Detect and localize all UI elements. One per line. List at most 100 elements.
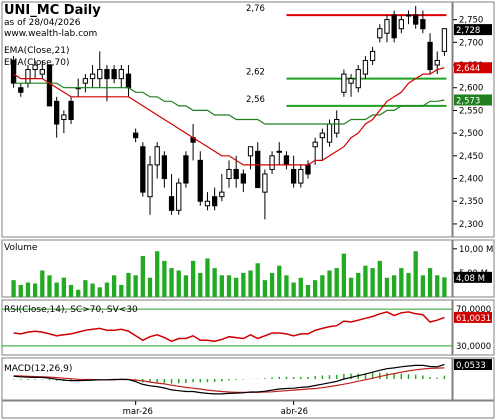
candle-body — [398, 19, 404, 30]
ema-slow-label: EMA(Close,70) — [4, 58, 70, 68]
rsi-ytick-label: 70,0000 — [456, 305, 491, 315]
candle-body — [46, 64, 53, 107]
candle-body — [176, 182, 182, 211]
volume-bar — [255, 263, 260, 297]
candle-body — [211, 196, 218, 207]
rsi-series — [2, 308, 452, 347]
macd-series — [12, 363, 446, 395]
volume-bar — [377, 260, 382, 297]
volume-bar — [126, 272, 131, 297]
as-of-date: as of 28/04/2026 — [4, 18, 81, 28]
price-ytick-label: 2,750 — [459, 16, 483, 26]
ema-fast-line — [13, 67, 445, 166]
candle-body — [369, 50, 376, 61]
rsi-pane-label: RSI(Close,14), SC>70, SV<30 — [4, 305, 138, 315]
candle-body — [405, 14, 412, 17]
volume-bar — [111, 275, 117, 297]
volume-bar — [348, 277, 354, 297]
volume-bar — [277, 265, 282, 297]
macd-last-tag: 0,0533 — [456, 361, 486, 371]
candlestick-series — [10, 6, 448, 220]
candle-body — [305, 164, 311, 175]
axis-rsi-frame — [452, 299, 495, 356]
volume-bar — [356, 272, 361, 297]
candle-body — [168, 196, 175, 211]
date-tick-label: mar-26 — [123, 407, 153, 417]
candle-body — [183, 155, 189, 184]
candle-body — [154, 146, 160, 166]
candle-body — [276, 150, 282, 153]
volume-bar — [162, 260, 167, 297]
candle-body — [147, 164, 153, 198]
volume-bar — [391, 275, 397, 297]
volume-bar — [219, 275, 224, 297]
volume-bar — [291, 282, 296, 297]
volume-bar — [341, 253, 347, 297]
volume-bar — [176, 270, 181, 297]
volume-series — [11, 251, 447, 297]
axes: 2,3002,3502,4002,4502,5002,5502,6002,650… — [123, 16, 494, 417]
source-url: www.wealth-lab.com — [4, 29, 98, 39]
price-ytick-label: 2,700 — [459, 38, 483, 48]
candle-body — [140, 146, 146, 193]
volume-bar — [241, 272, 246, 297]
candle-body — [283, 155, 290, 166]
rsi-last-tag-bg — [454, 311, 492, 323]
candle-body — [197, 159, 203, 202]
candle-body — [341, 73, 347, 93]
volume-bar — [68, 284, 74, 297]
macd-signal-line — [13, 367, 445, 393]
volume-bar — [420, 275, 426, 297]
candle-body — [255, 150, 261, 189]
volume-bar — [205, 258, 210, 297]
pane-vol-frame — [1, 239, 453, 298]
volume-bar — [104, 282, 110, 297]
volume-bar — [147, 277, 153, 297]
volume-bar — [83, 280, 88, 297]
candle-body — [420, 19, 426, 30]
ema-slow-line — [13, 82, 445, 125]
candle-body — [118, 69, 124, 80]
candle-body — [104, 69, 110, 80]
axis-vol-frame — [452, 239, 495, 298]
volume-bar — [269, 272, 275, 297]
price-ytick-label: 2,550 — [459, 106, 483, 116]
volume-bar — [234, 277, 239, 297]
volume-bar — [18, 284, 23, 297]
candle-body — [427, 41, 433, 71]
candle-body — [377, 28, 383, 39]
level-label: 2,76 — [246, 4, 265, 14]
ema-slow-tag-bg — [454, 94, 492, 106]
volume-bar — [284, 275, 289, 297]
volume-bar — [435, 275, 440, 297]
volume-last-tag: 4,08 M — [456, 274, 485, 284]
volume-bar — [320, 275, 325, 297]
candle-body — [290, 168, 297, 184]
axis-price-frame — [452, 1, 495, 238]
ema-fast-label: EMA(Close,21) — [4, 46, 70, 56]
date-axis-frame — [1, 400, 495, 419]
candle-body — [219, 191, 225, 198]
macd-last-tag-bg — [454, 359, 492, 371]
macd-pane-label: MACD(12,26,9) — [4, 364, 73, 374]
candle-body — [18, 87, 24, 93]
candle-body — [97, 69, 103, 80]
candle-body — [68, 100, 74, 120]
candle-body — [262, 173, 268, 193]
candle-body — [82, 78, 89, 84]
volume-bar — [198, 272, 203, 297]
macd-line — [13, 363, 445, 395]
price-ytick-label: 2,400 — [459, 175, 483, 185]
candle-body — [233, 168, 239, 180]
volume-last-tag-bg — [454, 271, 492, 283]
candle-body — [326, 123, 333, 143]
price-ytick-label: 2,300 — [459, 220, 483, 230]
volume-bar — [406, 272, 411, 297]
volume-bar — [11, 280, 16, 297]
candle-body — [25, 69, 31, 84]
price-ytick-label: 2,450 — [459, 152, 483, 162]
price-ytick-label: 2,500 — [459, 129, 483, 139]
candle-body — [61, 114, 67, 120]
candle-body — [240, 173, 247, 184]
